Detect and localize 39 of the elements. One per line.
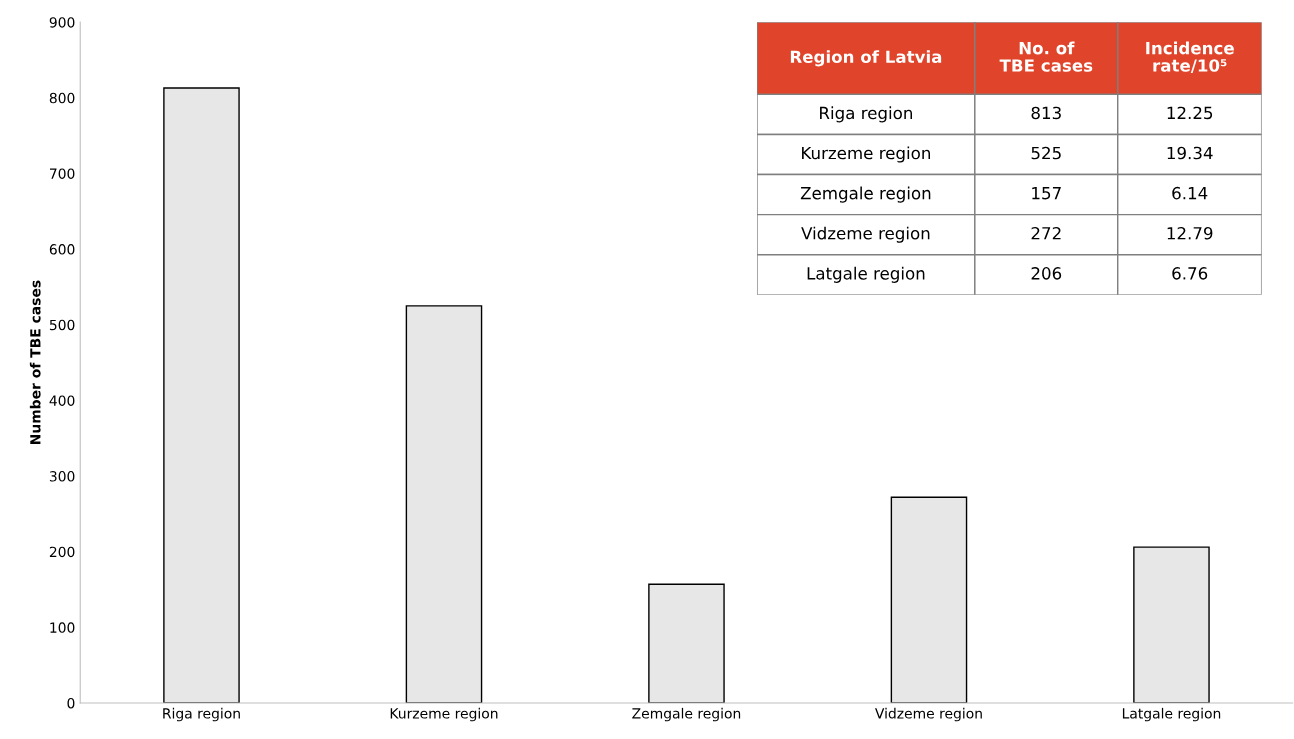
x-tick-label: Zemgale region xyxy=(632,707,741,722)
text: 12.25 xyxy=(1167,106,1213,120)
bar xyxy=(648,583,725,704)
y-tick-label: 900 xyxy=(49,17,75,28)
text: Zemgale region xyxy=(800,186,931,203)
text: 6.14 xyxy=(1172,186,1208,200)
y-tick-label: 400 xyxy=(49,395,75,406)
text: 813 xyxy=(1031,106,1061,120)
y-tick-label: 300 xyxy=(49,471,75,482)
text: Vidzeme region xyxy=(801,226,930,243)
text: 206 xyxy=(1031,267,1062,280)
x-tick-label: Riga region xyxy=(163,707,240,722)
y-tick-label: 100 xyxy=(50,622,75,633)
text: 272 xyxy=(1031,226,1061,240)
category-label: No. of TBE cases xyxy=(999,41,1093,72)
y-tick-label: 600 xyxy=(49,244,75,255)
x-tick-label: Kurzeme region xyxy=(390,707,498,722)
y-tick-label: 200 xyxy=(49,546,75,558)
bar xyxy=(405,305,483,704)
category-label: Incidence rate/10⁵ xyxy=(1146,41,1234,74)
y-axis-title: Number of TBE cases xyxy=(29,280,41,445)
y-tick-label: 700 xyxy=(50,168,75,179)
text: 525 xyxy=(1031,146,1061,160)
text: Riga region xyxy=(820,106,912,123)
x-tick-label: Latgale region xyxy=(1122,707,1221,722)
bar xyxy=(163,87,240,704)
text: Latgale region xyxy=(807,266,925,283)
bar xyxy=(890,496,968,704)
text: 19.34 xyxy=(1167,146,1213,160)
text: 157 xyxy=(1032,187,1061,200)
text: 12.79 xyxy=(1167,226,1213,240)
y-tick-label: 800 xyxy=(49,92,75,104)
x-tick-label: Vidzeme region xyxy=(875,707,982,722)
bar xyxy=(1133,546,1210,704)
category-label: Region of Latvia xyxy=(790,50,942,67)
y-tick-label: 500 xyxy=(49,319,75,331)
y-tick-label: 0 xyxy=(67,697,75,709)
text: 6.76 xyxy=(1172,267,1208,280)
text: Kurzeme region xyxy=(802,146,930,163)
